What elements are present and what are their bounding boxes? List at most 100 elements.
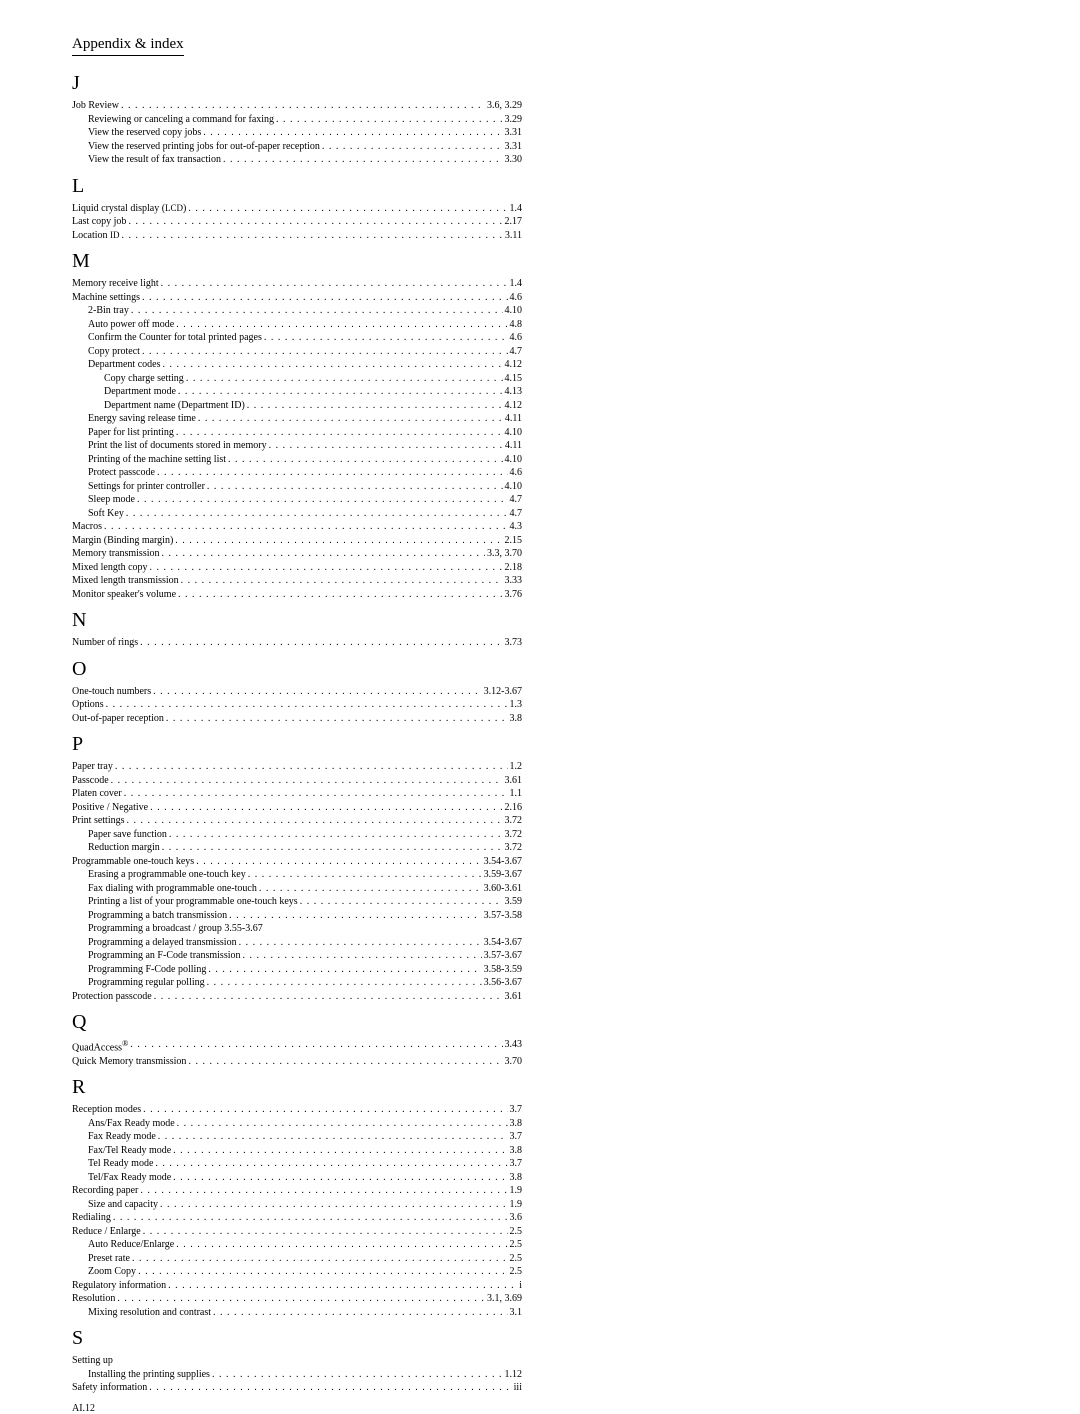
index-entry-label: Mixed length transmission: [72, 574, 179, 588]
index-entry-page: 3.76: [505, 588, 523, 602]
index-entry: One-touch numbers3.12-3.67: [72, 685, 522, 699]
index-entry: Reviewing or canceling a command for fax…: [72, 113, 522, 127]
index-entry-label: Print settings: [72, 814, 125, 828]
leader-dots: [178, 385, 503, 399]
index-entry: Number of rings 3.73: [72, 636, 522, 650]
index-entry-label: Memory receive light: [72, 277, 159, 291]
index-entry: Safety informationiii: [72, 1381, 522, 1395]
page-header: Appendix & index: [72, 36, 184, 56]
index-entry-label: Ans/Fax Ready mode: [88, 1117, 175, 1131]
leader-dots: [169, 828, 503, 842]
leader-dots: [300, 895, 503, 909]
leader-dots: [132, 1252, 508, 1266]
index-entry-page: 3.1, 3.69: [487, 1292, 522, 1306]
index-entry: Resolution3.1, 3.69: [72, 1292, 522, 1306]
index-entry-label: Settings for printer controller: [88, 480, 205, 494]
leader-dots: [121, 99, 485, 113]
section-letter: S: [72, 1325, 522, 1352]
leader-dots: [157, 466, 508, 480]
leader-dots: [239, 936, 482, 950]
index-entry: Liquid crystal display (LCD)1.4: [72, 202, 522, 216]
leader-dots: [104, 520, 508, 534]
leader-dots: [269, 439, 503, 453]
section-letter: R: [72, 1074, 522, 1101]
index-entry: Department name (Department ID)4.12: [72, 399, 522, 413]
index-entry-page: 4.10: [505, 426, 523, 440]
index-entry-page: 3.60-3.61: [484, 882, 522, 896]
index-entry-page: 1.1: [510, 787, 523, 801]
leader-dots: [158, 1130, 508, 1144]
index-entry-label: Macros: [72, 520, 102, 534]
index-entry-page: 1.3: [510, 698, 523, 712]
index-entry-label: Tel/Fax Ready mode: [88, 1171, 171, 1185]
index-entry-page: 3.57-3.67: [484, 949, 522, 963]
index-entry: Preset rate2.5: [72, 1252, 522, 1266]
index-entry-page: 3.73: [505, 636, 523, 650]
index-entry-label: Last copy job: [72, 215, 126, 229]
index-entry-page: 3.6, 3.29: [487, 99, 522, 113]
leader-dots: [140, 1184, 507, 1198]
index-entry: Sleep mode4.7: [72, 493, 522, 507]
index-entry-page: 4.11: [505, 439, 522, 453]
index-entry-page: 4.7: [510, 507, 523, 521]
index-entry-page: 1.9: [510, 1198, 523, 1212]
index-entry: Positive / Negative2.16: [72, 801, 522, 815]
index-entry-page: 2.15: [505, 534, 523, 548]
index-entry: Out-of-paper reception3.8: [72, 712, 522, 726]
index-entry: QuadAccess®3.43: [72, 1038, 522, 1055]
index-entry-page: 4.7: [510, 345, 523, 359]
index-entry-label: Erasing a programmable one-touch key: [88, 868, 246, 882]
index-entry-page: 2.17: [505, 215, 523, 229]
leader-dots: [117, 1292, 485, 1306]
index-entry-label: Mixing resolution and contrast: [88, 1306, 211, 1320]
leader-dots: [176, 318, 507, 332]
index-entry-page: 1.9: [510, 1184, 523, 1198]
index-entry-label: Paper for list printing: [88, 426, 174, 440]
leader-dots: [162, 547, 486, 561]
index-entry-page: 2.5: [510, 1252, 523, 1266]
index-entry-page: 3.33: [505, 574, 523, 588]
index-entry-label: Programming an F-Code transmission: [88, 949, 241, 963]
leader-dots: [153, 685, 482, 699]
index-entry-page: 4.6: [510, 466, 523, 480]
index-entry: Ans/Fax Ready mode3.8: [72, 1117, 522, 1131]
index-entry-label: Redialing: [72, 1211, 111, 1225]
index-entry: Protect passcode4.6: [72, 466, 522, 480]
index-entry: View the result of fax transaction3.30: [72, 153, 522, 167]
index-columns: JJob Review3.6, 3.29Reviewing or canceli…: [72, 64, 1008, 1395]
section-letter: N: [72, 607, 522, 634]
index-entry-page: 3.3, 3.70: [487, 547, 522, 561]
index-entry-page: 4.10: [505, 480, 523, 494]
index-entry: Memory transmission3.3, 3.70: [72, 547, 522, 561]
index-entry: Macros4.3: [72, 520, 522, 534]
index-entry-label: Setting up: [72, 1354, 113, 1368]
index-entry: Protection passcode3.61: [72, 990, 522, 1004]
index-entry-page: 2.16: [505, 801, 523, 815]
index-entry-label: Installing the printing supplies: [88, 1368, 210, 1382]
section-letter: L: [72, 173, 522, 200]
index-entry-label: View the reserved copy jobs: [88, 126, 201, 140]
leader-dots: [223, 153, 503, 167]
index-entry-label: Auto Reduce/Enlarge: [88, 1238, 174, 1252]
index-entry-page: 3.54-3.67: [484, 936, 522, 950]
index-entry-label: Number of rings: [72, 636, 138, 650]
index-entry: Programming an F-Code transmission 3.57-3…: [72, 949, 522, 963]
index-entry-page: 1.2: [510, 760, 523, 774]
leader-dots: [168, 1279, 517, 1293]
index-entry-page: 3.8: [510, 1171, 523, 1185]
index-entry: Mixing resolution and contrast3.1: [72, 1306, 522, 1320]
index-entry-label: Quick Memory transmission: [72, 1055, 186, 1069]
index-entry-label: Monitor speaker's volume: [72, 588, 176, 602]
leader-dots: [259, 882, 482, 896]
leader-dots: [128, 215, 502, 229]
index-entry-page: 3.54-3.67: [484, 855, 522, 869]
index-entry-page: 1.4: [510, 277, 523, 291]
index-entry-page: 2.5: [510, 1238, 523, 1252]
leader-dots: [176, 426, 503, 440]
index-entry-page: 3.8: [510, 1144, 523, 1158]
index-entry-page: 2.18: [505, 561, 523, 575]
index-entry-page: 3.72: [505, 814, 523, 828]
index-entry-page: 3.30: [505, 153, 523, 167]
index-entry-page: 3.31: [505, 126, 523, 140]
index-entry: Regulatory informationi: [72, 1279, 522, 1293]
